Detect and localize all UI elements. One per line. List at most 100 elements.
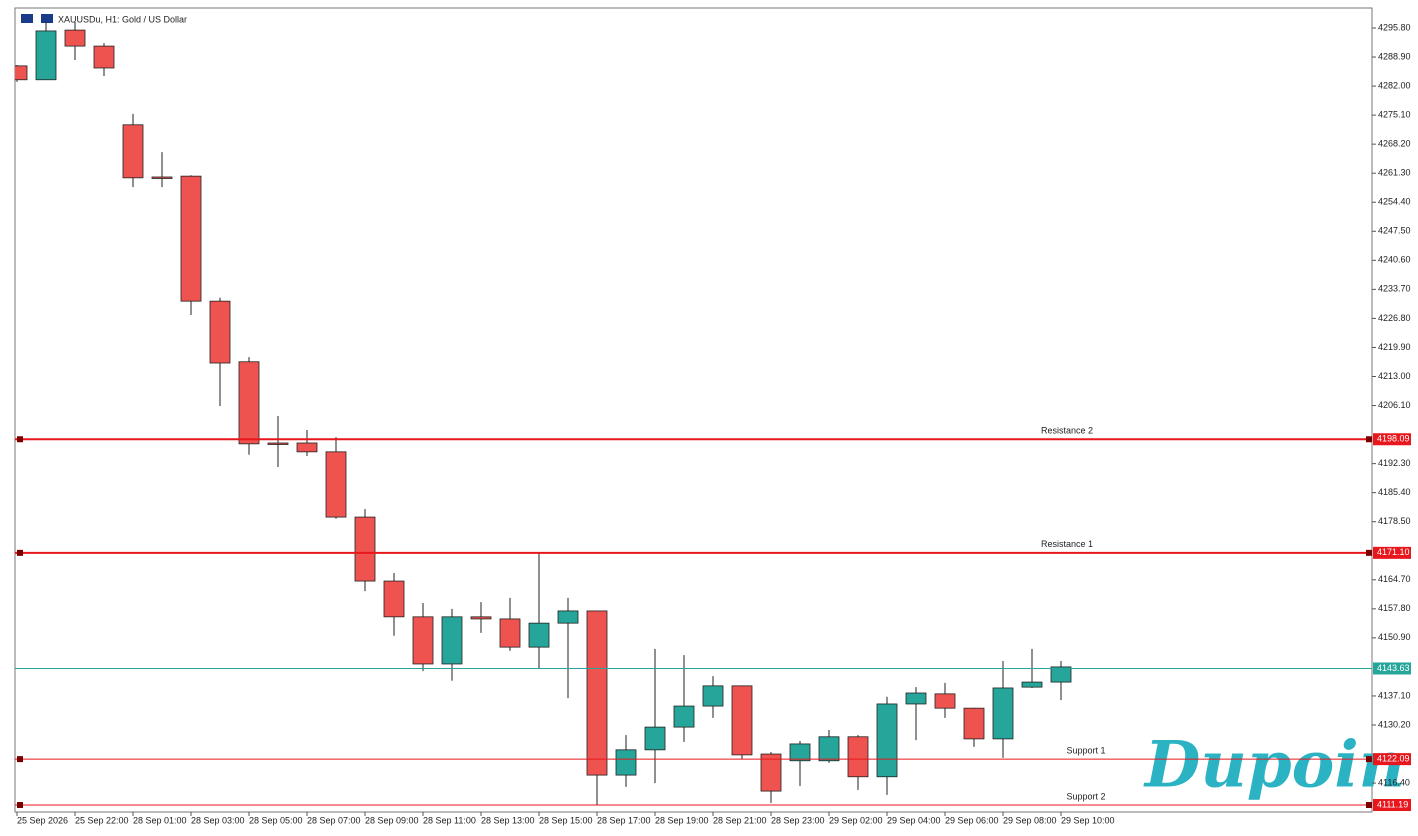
candle-body [586, 610, 608, 776]
level-name: Support 1 [1066, 746, 1105, 756]
x-tick-label: 28 Sep 23:00 [771, 815, 825, 825]
candle-body [934, 693, 956, 709]
y-tick-label: 4295.80 [1378, 22, 1411, 32]
price-tag [1373, 546, 1411, 559]
candle-body [1050, 666, 1072, 683]
level-handle [17, 802, 23, 809]
x-tick-label: 25 Sep 22:00 [75, 815, 129, 825]
candle-body [615, 749, 637, 776]
candle-body [15, 65, 28, 81]
y-tick-label: 4247.50 [1378, 226, 1411, 236]
x-tick-label: 29 Sep 10:00 [1061, 815, 1115, 825]
candle-body [180, 175, 202, 302]
candle-body [731, 685, 753, 756]
candle-body [1021, 681, 1043, 688]
y-tick-label: 4185.40 [1378, 487, 1411, 497]
candle-body [122, 124, 144, 179]
watermark: Dupoin [1143, 728, 1405, 803]
level-handle [1366, 802, 1372, 809]
candle-body [789, 743, 811, 762]
candle-body [383, 580, 405, 618]
chart-title: XAUUSDu, H1: Gold / US Dollar [58, 14, 187, 24]
y-tick-label: 4164.70 [1378, 574, 1411, 584]
x-tick-label: 28 Sep 13:00 [481, 815, 535, 825]
x-tick-label: 29 Sep 08:00 [1003, 815, 1057, 825]
plot-frame [14, 7, 1373, 813]
candle-body [963, 707, 985, 740]
x-tick-label: 28 Sep 17:00 [597, 815, 651, 825]
price-tag [1373, 753, 1411, 766]
level-handle [17, 549, 23, 556]
x-tick-label: 28 Sep 09:00 [365, 815, 419, 825]
x-tick-label: 28 Sep 11:00 [423, 815, 476, 825]
y-tick-label: 4178.50 [1378, 516, 1411, 526]
y-tick-label: 4137.10 [1378, 690, 1411, 700]
x-tick-label: 29 Sep 02:00 [829, 815, 883, 825]
candle-body [412, 616, 434, 665]
x-tick-label: 29 Sep 04:00 [887, 815, 941, 825]
x-tick-label: 28 Sep 05:00 [249, 815, 303, 825]
candle-body [905, 692, 927, 705]
candle-body [528, 622, 550, 648]
y-tick-label: 4275.10 [1378, 109, 1411, 119]
x-tick-label: 29 Sep 06:00 [945, 815, 999, 825]
candle-body [876, 703, 898, 778]
candle-body [702, 685, 724, 707]
y-tick-label: 4282.00 [1378, 80, 1411, 90]
symbol-icon [41, 14, 53, 23]
y-tick-label: 4268.20 [1378, 139, 1411, 149]
candle-body [499, 618, 521, 648]
price-tag [1373, 799, 1411, 812]
candle-body [760, 753, 782, 792]
x-tick-label: 25 Sep 2026 [17, 815, 68, 825]
candle-body [325, 451, 347, 518]
candle-body [470, 616, 492, 620]
candle-body [296, 442, 318, 453]
level-handle [1366, 549, 1372, 556]
level-name: Support 2 [1066, 791, 1105, 801]
y-tick-label: 4130.20 [1378, 719, 1411, 729]
y-tick-label: 4288.90 [1378, 51, 1411, 61]
price-tag-label: 4143.63 [1377, 663, 1410, 673]
y-tick-label: 4192.30 [1378, 458, 1411, 468]
price-tag-label: 4171.10 [1377, 547, 1410, 557]
x-tick-label: 28 Sep 03:00 [191, 815, 245, 825]
level-handle [17, 436, 23, 443]
x-tick-label: 28 Sep 01:00 [133, 815, 187, 825]
candle-body [354, 516, 376, 582]
candle-body [847, 736, 869, 778]
x-tick-label: 28 Sep 19:00 [655, 815, 709, 825]
y-tick-label: 4213.00 [1378, 371, 1411, 381]
candle-body [35, 30, 57, 81]
candle-body [267, 442, 289, 445]
candle-body [209, 300, 231, 364]
y-tick-label: 4219.90 [1378, 342, 1411, 352]
price-tag-label: 4198.09 [1377, 434, 1410, 444]
candle-body [151, 176, 173, 179]
price-tag [1373, 662, 1411, 675]
y-tick-label: 4116.40 [1378, 777, 1410, 787]
candle-body [441, 616, 463, 665]
x-tick-label: 28 Sep 21:00 [713, 815, 767, 825]
candle-body [93, 45, 115, 69]
y-tick-label: 4233.70 [1378, 284, 1411, 294]
level-name: Resistance 2 [1041, 426, 1093, 436]
y-tick-label: 4254.40 [1378, 197, 1411, 207]
y-tick-label: 4150.90 [1378, 632, 1411, 642]
price-tag-label: 4111.19 [1377, 799, 1408, 809]
level-handle [1366, 756, 1372, 763]
candle-body [992, 687, 1014, 740]
candle-body [238, 361, 260, 445]
level-handle [1366, 436, 1372, 443]
candle-body [818, 736, 840, 762]
level-handle [17, 756, 23, 763]
level-name: Resistance 1 [1041, 539, 1093, 549]
x-tick-label: 28 Sep 07:00 [307, 815, 361, 825]
y-tick-label: 4226.80 [1378, 313, 1411, 323]
y-tick-label: 4261.30 [1378, 168, 1411, 178]
symbol-icon [21, 14, 33, 23]
price-tag-label: 4122.09 [1377, 754, 1410, 764]
candle-body [557, 610, 579, 624]
y-tick-label: 4206.10 [1378, 400, 1411, 410]
